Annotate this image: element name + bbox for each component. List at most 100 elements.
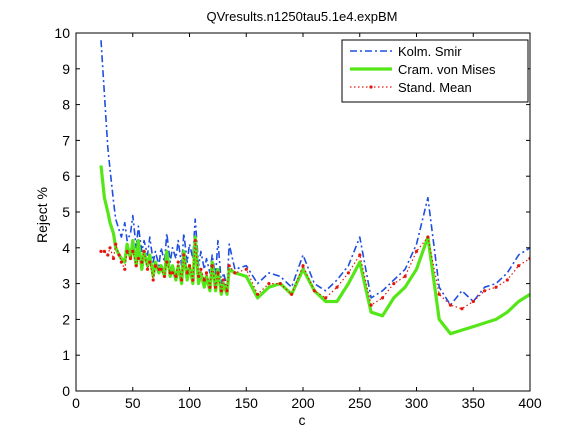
series-point-3 <box>448 303 453 307</box>
series-point-3 <box>165 260 169 264</box>
series-point-3 <box>219 289 223 293</box>
series-point-3 <box>168 271 172 275</box>
series-point-3 <box>193 239 197 243</box>
series-point-3 <box>312 289 316 293</box>
series-point-3 <box>117 253 121 257</box>
series-point-3 <box>151 278 155 282</box>
series-point-3 <box>517 264 521 268</box>
series-point-3 <box>494 285 498 289</box>
series-point-3 <box>187 264 192 268</box>
series-point-3 <box>185 271 189 275</box>
series-point-3 <box>102 249 106 253</box>
series-point-3 <box>346 271 350 275</box>
series-point-3 <box>125 249 129 253</box>
y-tick-label: 6 <box>62 168 70 184</box>
series-point-3 <box>119 260 123 264</box>
series-point-3 <box>426 235 430 239</box>
x-tick-label: 300 <box>405 395 429 411</box>
series-point-3 <box>256 292 260 296</box>
x-tick-label: 250 <box>348 395 372 411</box>
series-point-3 <box>202 278 206 282</box>
series-point-3 <box>136 256 140 261</box>
series-point-3 <box>437 292 441 296</box>
series-point-3 <box>208 285 212 289</box>
series-point-3 <box>216 271 220 275</box>
series-point-3 <box>204 271 209 275</box>
series-point-3 <box>157 267 161 271</box>
series-point-3 <box>199 267 203 271</box>
y-tick-label: 5 <box>62 204 70 220</box>
x-tick-label: 200 <box>291 395 315 411</box>
series-point-3 <box>471 299 475 304</box>
series-point-3 <box>369 303 373 307</box>
series-point-3 <box>380 296 385 300</box>
series-point-3 <box>278 282 282 286</box>
series-point-3 <box>505 278 509 282</box>
series-point-3 <box>392 282 396 286</box>
series-point-3 <box>358 253 362 257</box>
y-tick-label: 9 <box>62 61 70 77</box>
series-point-3 <box>134 264 138 268</box>
series-point-3 <box>483 289 487 293</box>
y-tick-label: 1 <box>62 347 70 363</box>
series-point-3 <box>123 267 127 271</box>
series-point-3 <box>106 253 110 257</box>
legend-label-3: Stand. Mean <box>398 80 472 95</box>
legend-marker-3 <box>369 85 373 89</box>
series-point-3 <box>153 264 157 268</box>
series-point-3 <box>233 271 237 275</box>
series-point-3 <box>214 285 218 289</box>
series-point-3 <box>403 274 407 278</box>
y-tick-label: 2 <box>62 311 70 327</box>
series-point-3 <box>162 274 167 278</box>
series-point-3 <box>111 256 116 261</box>
series-point-3 <box>210 264 214 268</box>
series-point-3 <box>460 307 464 311</box>
series-point-3 <box>140 260 144 264</box>
x-tick-label: 150 <box>235 395 259 411</box>
series-point-3 <box>174 274 178 278</box>
x-tick-label: 350 <box>462 395 486 411</box>
y-tick-label: 10 <box>54 25 70 41</box>
series-point-3 <box>148 260 152 264</box>
series-point-3 <box>182 253 186 257</box>
series-point-3 <box>290 292 294 296</box>
series-point-3 <box>197 274 201 278</box>
series-point-3 <box>225 289 229 293</box>
legend-label-2: Cram. von Mises <box>398 62 496 77</box>
y-tick-label: 7 <box>62 132 70 148</box>
x-axis-label: c <box>299 412 306 428</box>
series-point-3 <box>191 278 195 282</box>
plot-area: 0 50 100 150 200 250 300 350 400 0 1 2 3 4 5 6 7 8 9 10 Kolm… <box>54 25 541 411</box>
series-point-3 <box>414 249 419 253</box>
series-point-3 <box>99 249 103 253</box>
series-point-3 <box>108 246 112 250</box>
x-tick-label: 100 <box>178 395 202 411</box>
series-point-3 <box>301 264 305 268</box>
series-point-3 <box>244 267 248 271</box>
x-tick-label: 0 <box>72 395 80 411</box>
series-point-3 <box>142 249 146 253</box>
y-tick-label: 0 <box>62 383 70 399</box>
series-point-3 <box>145 267 150 271</box>
series-point-3 <box>335 285 339 289</box>
series-point-3 <box>159 267 163 271</box>
series-point-3 <box>114 242 118 246</box>
series-point-3 <box>324 296 328 300</box>
chart-title: QVresults.n1250tau5.1e4.expBM <box>206 9 397 24</box>
legend-label-1: Kolm. Smir <box>398 44 462 59</box>
y-tick-label: 3 <box>62 276 70 292</box>
legend-box <box>341 39 529 103</box>
series-point-3 <box>131 249 135 253</box>
y-tick-label: 4 <box>62 240 70 256</box>
series-point-3 <box>176 260 180 264</box>
series-point-3 <box>267 282 271 286</box>
series-group <box>99 40 530 336</box>
x-tick-label: 50 <box>125 395 141 411</box>
series-point-3 <box>227 264 231 268</box>
series-point-3 <box>170 271 175 275</box>
y-axis-label: Reject % <box>34 187 50 243</box>
x-tick-label: 400 <box>518 395 542 411</box>
y-tick-label: 8 <box>62 97 70 113</box>
